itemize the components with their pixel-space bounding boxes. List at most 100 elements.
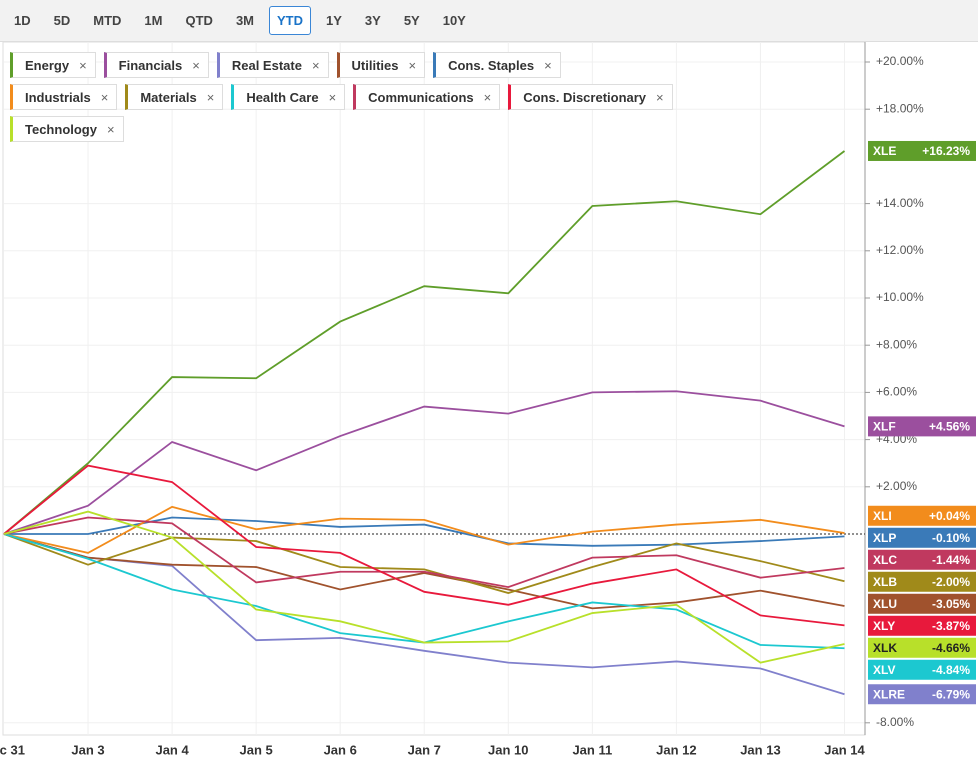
end-badge: XLRE -6.79%	[868, 684, 976, 705]
range-button[interactable]: QTD	[185, 13, 213, 28]
legend-close[interactable]: ×	[311, 57, 320, 73]
end-badge-value: +16.23%	[922, 144, 970, 158]
end-badge-bg	[868, 684, 976, 705]
legend-label: Cons. Discretionary	[523, 89, 647, 105]
legend-item: Real Estate ×	[216, 52, 329, 78]
end-badge: XLC -1.44%	[868, 549, 976, 570]
series-line	[3, 516, 845, 589]
legend-close[interactable]: ×	[656, 89, 664, 105]
legend-close[interactable]: ×	[408, 57, 417, 73]
chart: Dec 31 Jan 3 Jan 4 Jan 5 Jan 6 Jan 7 Jan 10 Jan…	[0, 42, 976, 757]
y-tick-label: +6.00%	[876, 385, 917, 399]
y-tick-label: -8.00%	[876, 715, 914, 729]
end-badge: XLU -3.05%	[868, 593, 976, 614]
y-tick-label: +2.00%	[876, 479, 917, 493]
legend-label: Materials	[140, 89, 197, 105]
series-line	[3, 510, 845, 664]
end-badge: XLP -0.10%	[868, 527, 976, 548]
series-line	[3, 533, 845, 610]
legend-label: Real Estate	[231, 57, 302, 73]
legend-close[interactable]: ×	[106, 121, 115, 137]
end-badge: XLK -4.66%	[868, 637, 976, 658]
x-tick-label: Jan 5	[240, 742, 273, 757]
series-line	[3, 533, 845, 594]
end-badge-bg	[868, 140, 976, 161]
legend-label: Industrials	[25, 89, 91, 105]
y-tick-label: +14.00%	[876, 196, 924, 210]
legend-close[interactable]: ×	[483, 89, 492, 105]
x-tick-label: Jan 11	[572, 742, 612, 757]
series-line	[3, 390, 845, 535]
series-line	[3, 150, 846, 535]
end-badge-ticker: XLC	[873, 553, 897, 567]
legend-close[interactable]: ×	[544, 57, 552, 73]
end-badge-value: -2.00%	[932, 575, 970, 589]
end-badge-ticker: XLU	[873, 597, 897, 611]
end-badge-ticker: XLV	[873, 663, 895, 677]
legend-close[interactable]: ×	[328, 89, 337, 105]
end-badge: XLY -3.87%	[868, 615, 976, 636]
legend-item: Communications ×	[353, 84, 501, 110]
x-tick-label: Jan 14	[824, 742, 865, 757]
end-badge-ticker: XLP	[873, 531, 896, 545]
range-button[interactable]: 3M	[235, 13, 254, 28]
plot-border	[2, 42, 866, 736]
x-tick-label: Jan 4	[155, 742, 189, 757]
end-badge: XLB -2.00%	[868, 571, 976, 592]
range-button[interactable]: 1M	[144, 13, 163, 28]
legend-close[interactable]: ×	[79, 57, 87, 73]
legend-close[interactable]: ×	[206, 89, 215, 105]
legend-item: Materials ×	[125, 84, 224, 110]
end-badge-value: -6.79%	[932, 687, 970, 701]
end-badge-bg	[868, 416, 976, 437]
end-badge-bg	[868, 527, 976, 548]
end-badge-value: -0.10%	[932, 531, 970, 545]
range-button[interactable]: 3Y	[364, 13, 381, 28]
range-button[interactable]: MTD	[93, 13, 122, 28]
range-button[interactable]: 10Y	[442, 13, 466, 28]
end-badge-bg	[868, 571, 976, 592]
end-badge-ticker: XLRE	[873, 687, 905, 701]
end-badge-ticker: XLE	[873, 144, 896, 158]
end-badge-value: -1.44%	[932, 553, 970, 567]
range-button[interactable]: 5Y	[403, 13, 420, 28]
end-badge-value: -3.87%	[932, 619, 970, 633]
legend-item: Financials ×	[103, 52, 209, 78]
end-badge-value: +4.56%	[929, 420, 970, 434]
x-tick-label: Jan 12	[656, 742, 696, 757]
legend-label: Cons. Staples	[448, 57, 535, 73]
end-badge: XLI +0.04%	[868, 505, 976, 526]
end-badge-value: +0.04%	[929, 509, 970, 523]
legend-label: Technology	[25, 121, 97, 137]
y-tick-label: +8.00%	[876, 337, 917, 351]
legend-close[interactable]: ×	[192, 57, 200, 73]
legend-label: Financials	[118, 57, 183, 73]
legend-label: Energy	[25, 57, 70, 73]
legend-item: Industrials ×	[10, 84, 118, 110]
end-badge: XLV -4.84%	[868, 659, 976, 680]
range-button[interactable]: 5D	[53, 13, 71, 28]
end-badge-bg	[868, 505, 976, 526]
end-badge-bg	[868, 659, 976, 680]
y-tick-label: +12.00%	[876, 243, 924, 257]
legend-close[interactable]: ×	[100, 89, 109, 105]
legend-item: Utilities ×	[336, 52, 426, 78]
y-tick-label: +18.00%	[876, 101, 924, 115]
x-tick-label: Jan 10	[488, 742, 528, 757]
legend-label: Communications	[368, 89, 474, 105]
range-button[interactable]: 1D	[14, 13, 31, 28]
legend-item: Cons. Discretionary ×	[508, 84, 673, 110]
end-badge-bg	[868, 615, 976, 636]
x-tick-label: Jan 13	[740, 742, 780, 757]
legend: Energy × Financials × Real Estate × Utilities ×…	[10, 52, 675, 142]
end-badge-ticker: XLF	[873, 420, 896, 434]
end-badge-ticker: XLY	[873, 619, 895, 633]
series-line	[3, 464, 845, 627]
legend-label: Health Care	[246, 89, 319, 105]
legend-item: Health Care ×	[231, 84, 346, 110]
x-tick-label: Jan 6	[324, 742, 357, 757]
x-tick-label: Jan 7	[408, 742, 441, 757]
range-button[interactable]: YTD	[269, 6, 311, 35]
range-button[interactable]: 1Y	[326, 13, 342, 28]
legend-item: Technology ×	[10, 116, 124, 142]
